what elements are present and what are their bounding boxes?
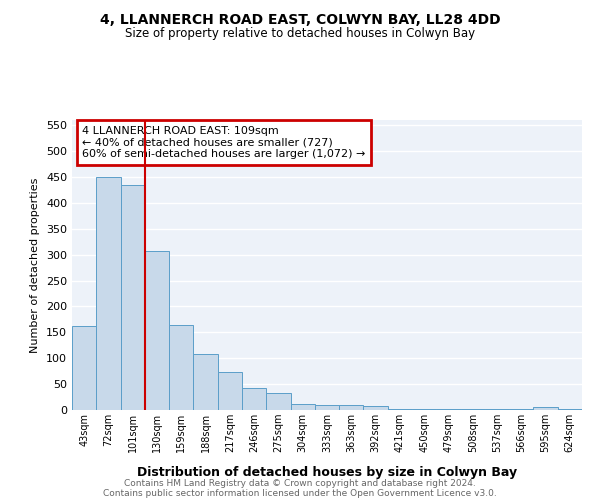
- Text: Size of property relative to detached houses in Colwyn Bay: Size of property relative to detached ho…: [125, 28, 475, 40]
- Bar: [145, 251, 169, 410]
- Bar: [72, 326, 96, 410]
- Bar: [364, 406, 388, 410]
- Bar: [388, 409, 412, 410]
- Bar: [558, 409, 582, 410]
- Bar: [509, 409, 533, 410]
- Bar: [339, 405, 364, 410]
- Bar: [315, 405, 339, 410]
- Bar: [121, 184, 145, 410]
- Bar: [533, 408, 558, 410]
- Bar: [290, 404, 315, 410]
- Bar: [96, 177, 121, 410]
- Bar: [266, 394, 290, 410]
- Bar: [242, 388, 266, 410]
- Bar: [461, 409, 485, 410]
- Bar: [485, 409, 509, 410]
- Bar: [193, 354, 218, 410]
- Y-axis label: Number of detached properties: Number of detached properties: [31, 178, 40, 352]
- Bar: [412, 409, 436, 410]
- Bar: [218, 372, 242, 410]
- Text: 4, LLANNERCH ROAD EAST, COLWYN BAY, LL28 4DD: 4, LLANNERCH ROAD EAST, COLWYN BAY, LL28…: [100, 12, 500, 26]
- Bar: [436, 409, 461, 410]
- Text: Contains public sector information licensed under the Open Government Licence v3: Contains public sector information licen…: [103, 488, 497, 498]
- X-axis label: Distribution of detached houses by size in Colwyn Bay: Distribution of detached houses by size …: [137, 466, 517, 479]
- Bar: [169, 324, 193, 410]
- Text: 4 LLANNERCH ROAD EAST: 109sqm
← 40% of detached houses are smaller (727)
60% of : 4 LLANNERCH ROAD EAST: 109sqm ← 40% of d…: [82, 126, 365, 159]
- Text: Contains HM Land Registry data © Crown copyright and database right 2024.: Contains HM Land Registry data © Crown c…: [124, 478, 476, 488]
